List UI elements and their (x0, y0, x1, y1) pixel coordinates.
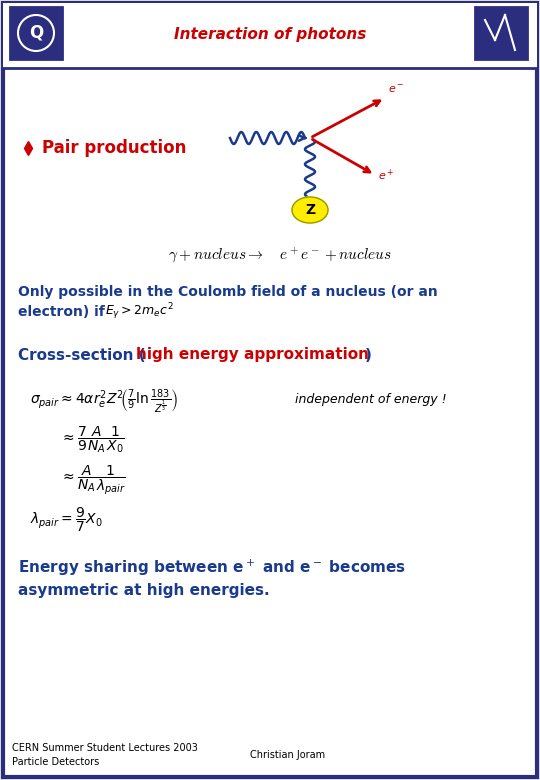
Text: Particle Detectors: Particle Detectors (12, 757, 99, 767)
Text: Christian Joram: Christian Joram (250, 750, 325, 760)
Text: Cross-section (: Cross-section ( (18, 348, 146, 363)
Text: ): ) (365, 348, 372, 363)
Text: $E_\gamma > 2m_ec^2$: $E_\gamma > 2m_ec^2$ (105, 302, 174, 322)
Text: Z: Z (305, 203, 315, 217)
Ellipse shape (292, 197, 328, 223)
Bar (475, 7, 527, 59)
Text: $e^+$: $e^+$ (378, 168, 394, 183)
Text: asymmetric at high energies.: asymmetric at high energies. (18, 583, 269, 597)
Text: Q: Q (29, 24, 43, 42)
Text: $\approx \dfrac{7}{9}\dfrac{A}{N_A}\dfrac{1}{X_0}$: $\approx \dfrac{7}{9}\dfrac{A}{N_A}\dfra… (60, 424, 125, 456)
Text: $\lambda_{pair} = \dfrac{9}{7} X_0$: $\lambda_{pair} = \dfrac{9}{7} X_0$ (30, 505, 103, 534)
Text: $\approx \dfrac{A}{N_A}\dfrac{1}{\lambda_{pair}}$: $\approx \dfrac{A}{N_A}\dfrac{1}{\lambda… (60, 463, 126, 497)
Text: Pair production: Pair production (42, 139, 186, 157)
Text: $\sigma_{pair} \approx 4\alpha r_e^2 Z^2\!\left(\frac{7}{9}\ln\frac{183}{Z^{\fra: $\sigma_{pair} \approx 4\alpha r_e^2 Z^2… (30, 387, 179, 413)
Bar (10, 7, 62, 59)
Text: Only possible in the Coulomb field of a nucleus (or an: Only possible in the Coulomb field of a … (18, 285, 438, 299)
Text: CERN Summer Student Lectures 2003: CERN Summer Student Lectures 2003 (12, 743, 198, 753)
Text: $\gamma + nucleus \rightarrow \quad e^+e^- + nucleus$: $\gamma + nucleus \rightarrow \quad e^+e… (168, 246, 392, 264)
Text: Interaction of photons: Interaction of photons (174, 27, 366, 42)
Text: high energy approximation: high energy approximation (136, 348, 369, 363)
Text: independent of energy !: independent of energy ! (295, 393, 447, 406)
Text: Energy sharing between e$^+$ and e$^-$ becomes: Energy sharing between e$^+$ and e$^-$ b… (18, 558, 406, 578)
Bar (3, 3, 537, 68)
Text: electron) if: electron) if (18, 305, 105, 319)
Text: $e^-$: $e^-$ (388, 84, 404, 95)
